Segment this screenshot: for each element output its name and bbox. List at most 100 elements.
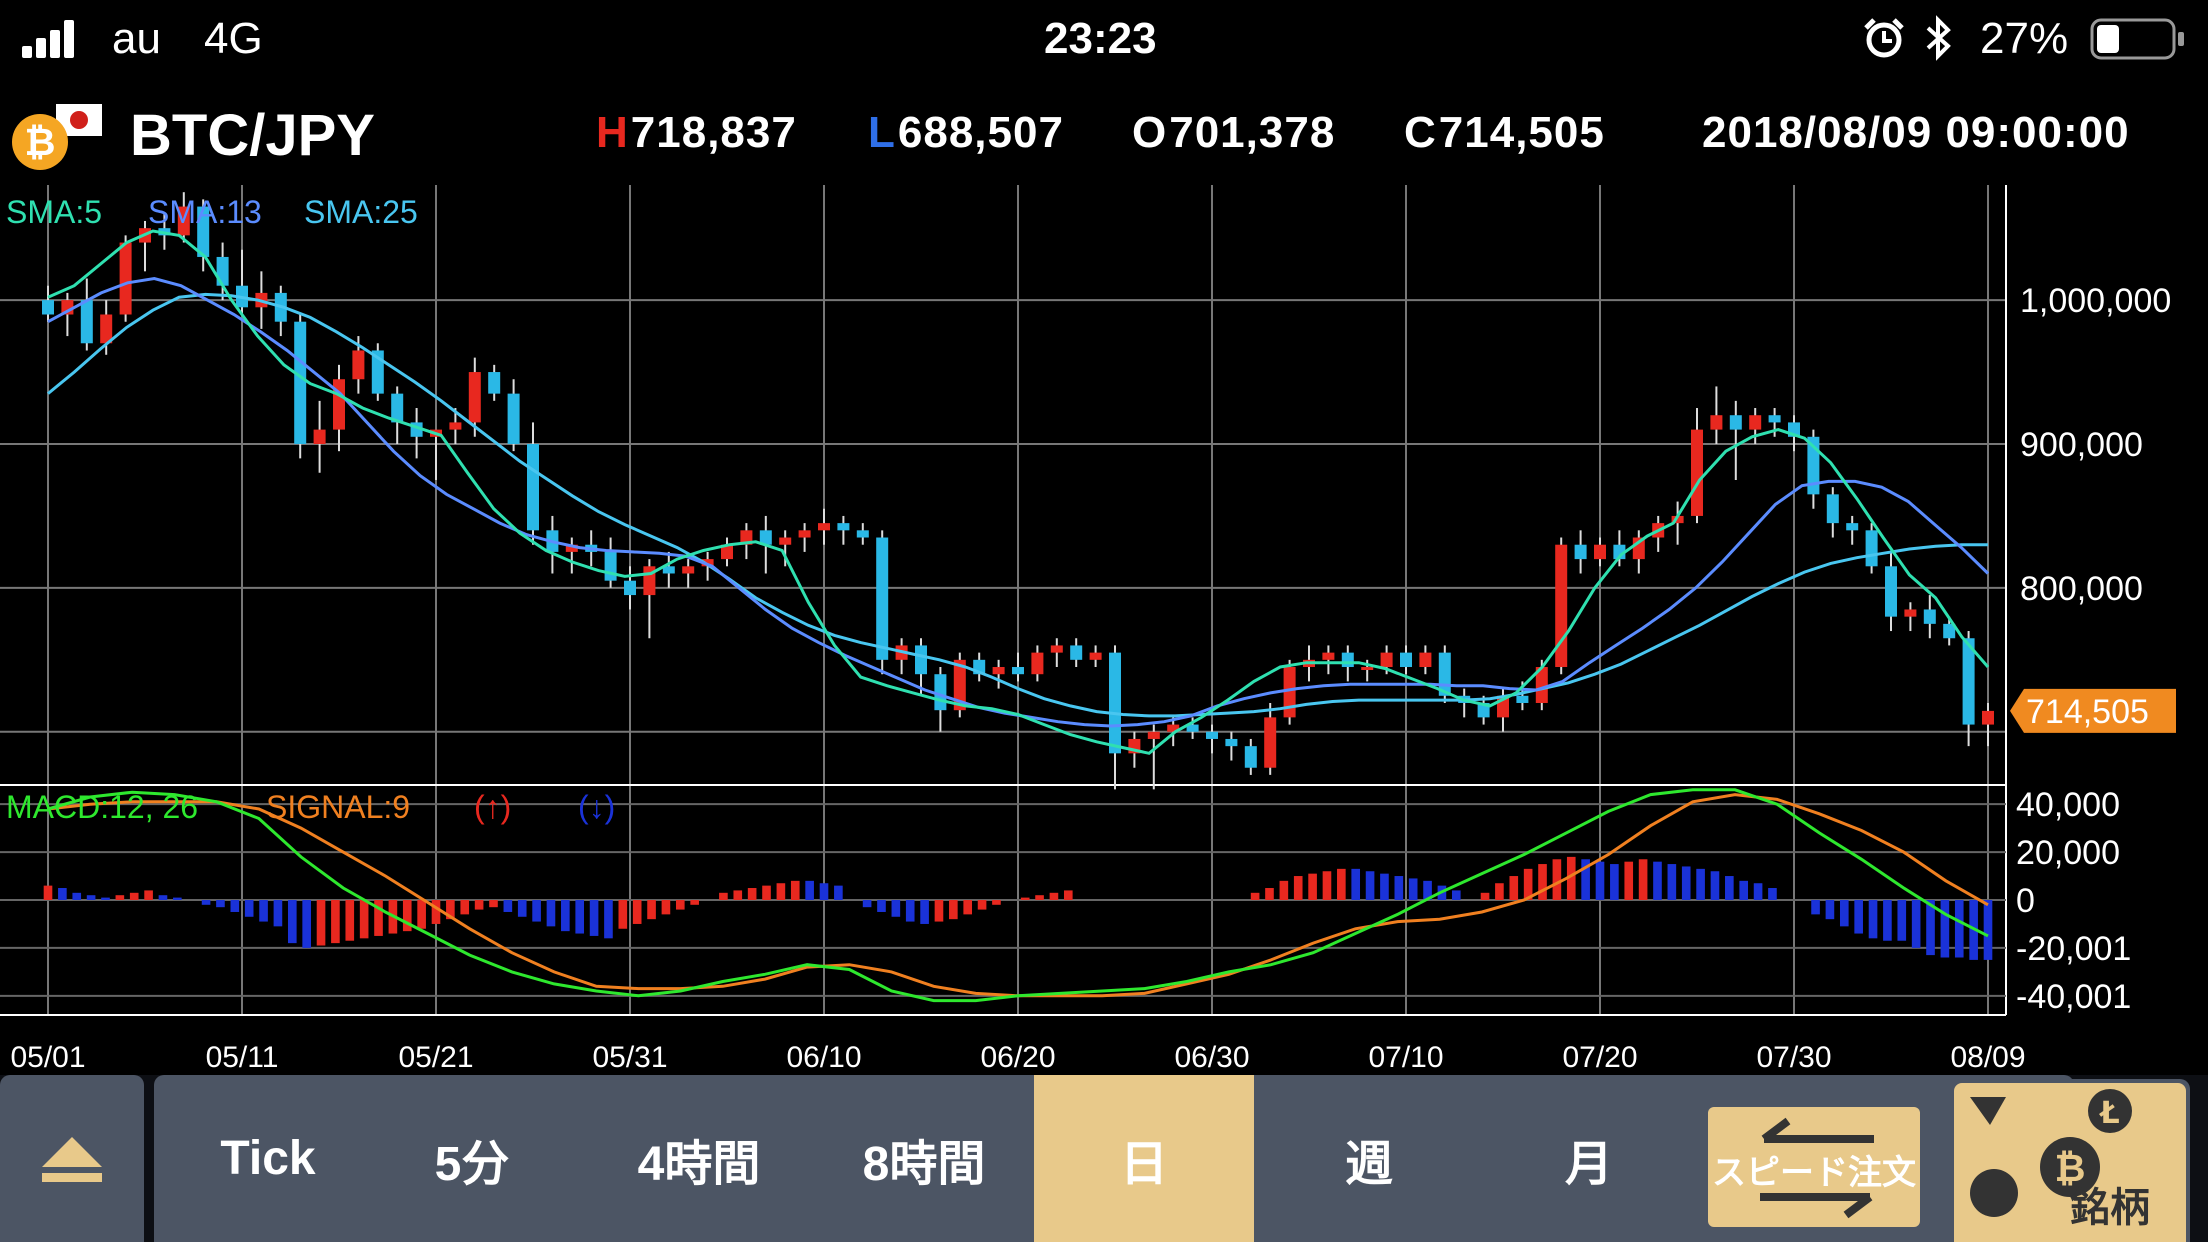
candle [1982,710,1994,725]
macd-histogram-bar [402,900,412,932]
macd-histogram-bar [1523,868,1533,900]
tab-4hour[interactable]: 4時間 [637,1137,761,1191]
y-tick-label: 1,000,000 [2020,282,2171,320]
tab-day[interactable]: 日 [1034,1075,1254,1242]
last-price-label: 714,505 [2026,693,2149,731]
low-value: L688,507 [868,108,1064,157]
x-tick-label: 07/10 [1368,1041,1443,1074]
candle [1710,415,1723,430]
tab-week[interactable]: 週 [1344,1137,1393,1191]
macd-histogram-bar [43,885,53,900]
macd-legend-item: (↑) [474,789,511,825]
macd-histogram-bar [1825,900,1835,920]
bitcoin-japan-icon: ₿ [12,104,102,170]
macd-histogram-bar [474,900,484,910]
macd-histogram-bar [1049,892,1059,900]
y-tick-label: 900,000 [2020,426,2143,464]
macd-histogram-bar [431,900,441,924]
macd-histogram-bar [129,892,139,900]
candle [1225,738,1238,747]
macd-histogram-bar [575,900,585,934]
tab-5min[interactable]: 5分 [434,1137,510,1191]
price-chart[interactable]: 05/01 05/11 05/21 05/31 06/10 06/20 06/30 07/10… [0,185,2208,1075]
svg-text:Ł: Ł [2098,1096,2119,1131]
last-price-marker [2010,688,2176,733]
macd-histogram-bar [446,900,455,920]
macd-histogram-bar [1552,859,1562,900]
speed-order-button[interactable]: スピード注文 [1708,1107,1920,1227]
macd-histogram-bar [1365,871,1375,900]
x-tick-label: 06/20 [980,1041,1055,1074]
candle [216,256,229,286]
macd-histogram-bar [877,900,886,912]
macd-histogram-bar [1581,859,1590,900]
battery-percent: 27% [1980,14,2069,63]
candle [1186,724,1199,732]
macd-histogram-bar [273,900,283,927]
candle [1206,731,1218,739]
macd-histogram-bar [1940,900,1950,958]
candle [1264,717,1277,768]
macd-histogram-bar [1739,880,1749,900]
macd-legend-item: (↓) [578,789,615,825]
candle [1846,523,1859,531]
macd-histogram-bar [834,885,843,900]
eject-button[interactable] [0,1075,144,1242]
candle [449,422,462,430]
tab-8hour[interactable]: 8時間 [862,1137,986,1191]
macd-histogram-bar [503,900,513,912]
eject-icon [42,1137,102,1182]
macd-histogram-bar [992,900,1001,905]
candle [1671,515,1684,524]
candle [42,300,54,315]
macd-histogram-bar [1337,868,1346,900]
macd-histogram-bar [762,885,771,900]
tab-month[interactable]: 月 [1564,1137,1613,1191]
candle [1147,731,1160,739]
macd-histogram-bar [561,900,570,932]
symbol-select-button[interactable]: Ł ₿ 銘柄 [1950,1079,2190,1242]
candle [992,667,1005,675]
macd-histogram-bar [1854,900,1863,934]
macd-histogram-bar [1035,895,1044,900]
macd-histogram-bar [963,900,973,915]
candle [313,429,326,444]
candle [1691,429,1703,516]
candle [177,206,190,236]
macd-histogram-bar [1480,892,1490,900]
candle [527,443,539,531]
macd-histogram-bar [1322,871,1332,900]
bottom-toolbar: Tick 5分 4時間 8時間 日 週 月 スピード注文 Ł ₿ 銘柄 [0,1075,2208,1242]
tab-tick[interactable]: Tick [220,1132,316,1185]
macd-histogram-bar [1293,876,1303,900]
macd-histogram-bar [690,900,699,905]
macd-histogram-bar [1768,888,1777,900]
timestamp: 2018/08/09 09:00:00 [1702,108,2130,157]
macd-histogram-bar [805,880,814,900]
macd-histogram-bar [115,895,125,900]
macd-histogram-bar [359,900,369,939]
macd-histogram-bar [460,900,470,915]
macd-histogram-bar [1380,873,1389,900]
high-value: H718,837 [596,108,797,157]
candle [1826,494,1839,524]
macd-histogram-bar [1725,876,1734,900]
macd-histogram-bar [1020,897,1030,900]
macd-histogram-bar [1868,900,1878,939]
macd-histogram-bar [1063,890,1073,900]
macd-tick-label: 40,000 [2016,786,2120,824]
candle [1070,645,1083,660]
macd-histogram-bar [905,900,915,922]
x-tick-label: 07/20 [1562,1041,1637,1074]
macd-histogram-bar [72,892,82,900]
macd-histogram-bar [101,897,110,900]
macd-histogram-bar [144,890,153,900]
price-legend-item: SMA:5 [6,194,102,230]
candle [798,530,811,538]
candle [1089,652,1102,660]
macd-histogram-bar [1308,873,1317,900]
macd-histogram-bar [1897,900,1907,941]
candle [1574,544,1587,560]
x-tick-label: 07/30 [1756,1041,1831,1074]
candle [1419,652,1432,668]
